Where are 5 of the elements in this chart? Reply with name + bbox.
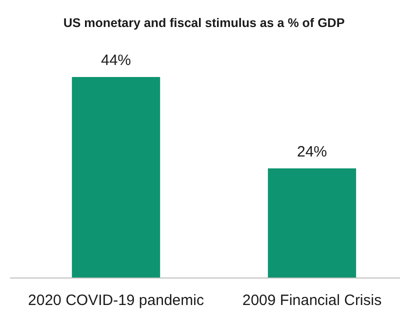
data-label: 44% [100,52,132,69]
data-label: 24% [296,143,328,160]
chart-title: US monetary and fiscal stimulus as a % of GDP [63,16,345,30]
x-tick-label: 2009 Financial Crisis [242,292,382,309]
x-tick-label: 2020 COVID-19 pandemic [28,292,204,309]
